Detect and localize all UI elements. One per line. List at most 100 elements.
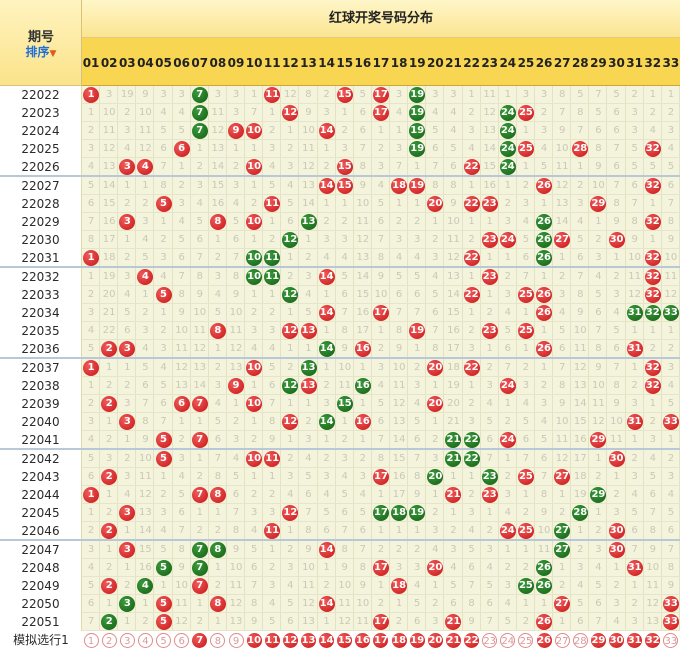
miss-count: 1: [395, 598, 403, 609]
miss-count: 2: [250, 434, 258, 445]
simulation-ball[interactable]: 22: [464, 633, 480, 648]
miss-count: 8: [613, 198, 620, 209]
miss-count: 4: [87, 562, 95, 573]
miss-count: 2: [577, 180, 584, 191]
simulation-ball[interactable]: 24: [500, 633, 516, 648]
miss-count: 9: [631, 234, 638, 245]
miss-count: 15: [211, 180, 225, 191]
miss-count: 2: [287, 143, 294, 154]
miss-count: 3: [595, 544, 602, 555]
miss-count: 2: [504, 271, 511, 282]
sort-arrow-icon[interactable]: ▼: [49, 49, 57, 59]
miss-count: 1: [486, 289, 493, 300]
simulation-ball[interactable]: 32: [645, 633, 661, 648]
miss-count: 1: [395, 525, 403, 536]
miss-count: 2: [214, 252, 222, 263]
miss-count: 3: [468, 507, 475, 518]
simulation-ball[interactable]: 21: [445, 633, 461, 648]
drawn-ball: 7: [191, 560, 208, 576]
miss-count: 6: [359, 125, 367, 136]
simulation-ball[interactable]: 13: [301, 633, 316, 648]
table-row: 22036 5 2 3 4 3 11 12 1 12 4 4 1 1 14 9 16 2 9 1 8 17 3 1 6 1 26 6 1…: [0, 340, 680, 358]
simulation-ball[interactable]: 4: [137, 633, 153, 648]
miss-count: 5: [287, 198, 294, 209]
miss-count: 11: [610, 434, 623, 445]
miss-count: 13: [211, 143, 225, 154]
miss-count: 12: [175, 616, 189, 627]
number-header-07: 07: [191, 56, 209, 70]
miss-count: 2: [377, 598, 385, 609]
miss-count: 2: [287, 271, 294, 282]
miss-count: 5: [504, 616, 511, 627]
miss-count: 8: [631, 216, 638, 227]
miss-count: 1: [468, 307, 475, 318]
simulation-ball[interactable]: 29: [590, 633, 606, 648]
miss-count: 2: [105, 562, 113, 573]
simulation-ball[interactable]: 7: [192, 633, 208, 648]
simulation-ball[interactable]: 30: [609, 633, 625, 648]
miss-count: 2: [178, 434, 185, 445]
simulation-ball[interactable]: 9: [228, 633, 244, 648]
miss-count: 10: [338, 362, 352, 373]
period-header: 期号 排序▼: [0, 0, 82, 86]
drawn-ball: 20: [427, 360, 444, 376]
period-cell: 22037: [0, 359, 82, 377]
simulation-ball[interactable]: 14: [319, 633, 335, 648]
miss-count: 5: [196, 216, 203, 227]
simulation-ball[interactable]: 8: [210, 633, 226, 648]
simulation-row[interactable]: 模拟选行1 1 2 3 4 5 6 7 8 9 10 11 12 13 14 15 16 17 18 19 20 21 2…: [0, 631, 680, 650]
simulation-ball[interactable]: 6: [174, 633, 190, 648]
miss-count: 10: [356, 598, 370, 609]
simulation-ball[interactable]: 27: [554, 633, 570, 648]
miss-count: 6: [450, 161, 457, 172]
simulation-ball[interactable]: 25: [518, 633, 534, 648]
miss-count: 20: [102, 289, 116, 300]
simulation-ball[interactable]: 31: [627, 633, 643, 648]
drawn-ball: 24: [499, 232, 516, 248]
miss-count: 5: [377, 198, 385, 209]
miss-count: 3: [232, 89, 240, 100]
miss-count: 7: [359, 143, 367, 154]
miss-count: 2: [323, 380, 330, 391]
miss-count: 6: [414, 434, 421, 445]
simulation-ball[interactable]: 11: [264, 633, 280, 648]
simulation-ball[interactable]: 1: [83, 633, 99, 648]
drawn-ball: 32: [644, 360, 661, 376]
miss-count: 2: [323, 453, 330, 464]
miss-count: 15: [447, 307, 460, 318]
miss-count: 7: [414, 307, 421, 318]
simulation-ball[interactable]: 2: [101, 633, 117, 648]
simulation-ball[interactable]: 5: [156, 633, 172, 648]
drawn-ball: 27: [554, 596, 571, 612]
miss-count: 2: [577, 544, 584, 555]
drawn-ball: 19: [409, 87, 426, 103]
sort-label[interactable]: 排序: [25, 45, 50, 59]
simulation-ball[interactable]: 33: [663, 633, 679, 648]
miss-count: 12: [302, 161, 315, 172]
sort-button[interactable]: 排序▼: [0, 43, 82, 60]
simulation-ball[interactable]: 18: [391, 633, 407, 648]
miss-count: 5: [87, 343, 95, 354]
miss-count: 2: [196, 616, 203, 627]
simulation-ball[interactable]: 20: [427, 633, 443, 648]
drawn-ball: 32: [644, 305, 661, 321]
drawn-ball: 13: [300, 323, 317, 339]
drawn-ball: 20: [427, 196, 444, 212]
miss-count: 15: [392, 453, 406, 464]
miss-count: 3: [631, 125, 638, 136]
number-cells: 1 18 2 5 3 6 7 2 7 10 11 1 2 4 4 13 8 4 4 3 12 22 1 1 6 26 1 6 3 1 10 3…: [82, 249, 680, 267]
simulation-ball[interactable]: 26: [536, 633, 552, 648]
simulation-ball[interactable]: 10: [246, 633, 262, 648]
simulation-ball[interactable]: 28: [572, 633, 588, 648]
simulation-ball[interactable]: 17: [373, 633, 389, 648]
simulation-ball[interactable]: 19: [409, 633, 425, 648]
miss-count: 1: [160, 216, 167, 227]
simulation-ball[interactable]: 15: [337, 633, 353, 648]
simulation-ball[interactable]: 3: [119, 633, 135, 648]
simulation-ball[interactable]: 16: [355, 633, 371, 648]
simulation-ball[interactable]: 23: [482, 633, 498, 648]
simulation-ball[interactable]: 12: [282, 633, 298, 648]
miss-count: 2: [450, 525, 457, 536]
miss-count: 6: [359, 525, 367, 536]
miss-count: 1: [124, 234, 131, 245]
